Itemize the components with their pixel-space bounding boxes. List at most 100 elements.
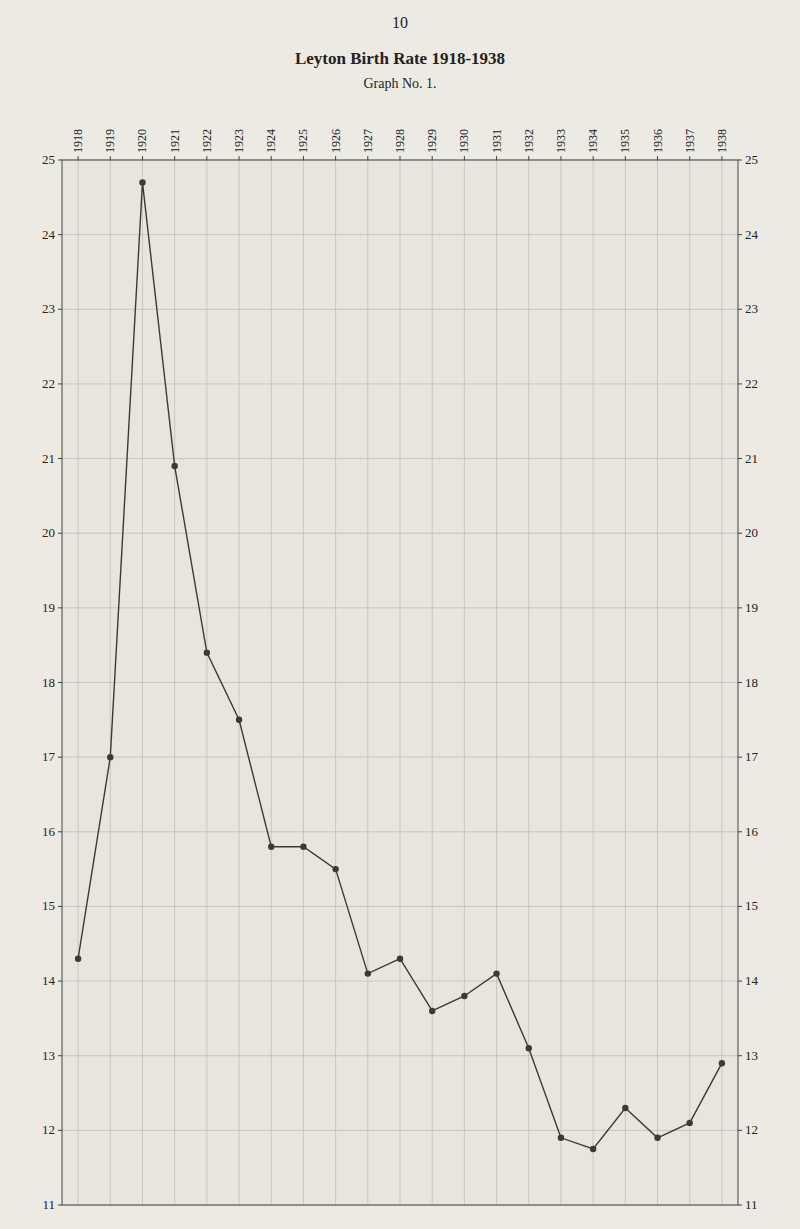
x-tick-label: 1933 [554,129,568,153]
y-tick-label: 18 [42,675,55,690]
y-tick-label: 15 [42,898,55,913]
x-tick-label: 1921 [168,129,182,153]
y-tick-right [738,458,742,459]
y-tick-label-right: 18 [745,675,758,690]
y-tick-label-right: 23 [745,301,758,316]
x-tick [142,156,143,160]
y-tick [58,981,62,982]
title: Leyton Birth Rate 1918-1938 [295,49,505,68]
x-tick [560,156,561,160]
page-number: 10 [392,14,408,31]
y-tick [58,757,62,758]
x-tick-label: 1929 [425,129,439,153]
grid-line-x [142,160,143,1205]
grid-line-x [625,160,626,1205]
x-tick [78,156,79,160]
point [365,970,371,976]
x-tick [593,156,594,160]
x-tick [432,156,433,160]
x-tick [528,156,529,160]
x-tick [464,156,465,160]
y-tick-right [738,1055,742,1056]
y-tick-label-right: 11 [745,1197,758,1212]
point [268,844,274,850]
point [687,1120,693,1126]
axes: 1111121213131414151516161717181819192020… [42,129,759,1212]
series [75,179,725,1152]
x-tick-label: 1920 [135,129,149,153]
point [107,754,113,760]
point [332,866,338,872]
subtitle: Graph No. 1. [363,76,436,91]
point [429,1008,435,1014]
y-tick [58,309,62,310]
x-tick-label: 1931 [490,129,504,153]
y-tick-label: 21 [42,451,55,466]
x-tick [400,156,401,160]
point [171,463,177,469]
y-tick-right [738,533,742,534]
y-tick-label: 23 [42,301,55,316]
grid-line-x [174,160,175,1205]
y-tick-right [738,607,742,608]
y-tick [58,607,62,608]
y-tick [58,160,62,161]
grid-line-x [110,160,111,1205]
grid [62,160,738,1205]
grid-line-x [239,160,240,1205]
grid-line-x [560,160,561,1205]
y-tick [58,682,62,683]
y-tick-label: 20 [42,525,55,540]
y-tick-right [738,234,742,235]
y-tick-label-right: 19 [745,600,758,615]
grid-line-x [721,160,722,1205]
grid-line-x [400,160,401,1205]
line [78,182,722,1149]
point [139,179,145,185]
point [397,955,403,961]
x-tick [239,156,240,160]
x-tick [367,156,368,160]
y-tick-label: 19 [42,600,55,615]
y-tick-label: 22 [42,376,55,391]
y-tick [58,906,62,907]
y-tick-label: 16 [42,824,56,839]
x-tick-label: 1928 [393,129,407,153]
y-tick-label: 12 [42,1122,55,1137]
y-tick-label: 17 [42,749,56,764]
grid-line-x [206,160,207,1205]
x-tick-label: 1927 [361,129,375,153]
point [75,955,81,961]
y-tick-label: 25 [42,152,55,167]
x-tick-label: 1932 [522,129,536,153]
y-tick-label-right: 17 [745,749,759,764]
x-tick-label: 1934 [586,129,600,153]
x-tick-label: 1922 [200,129,214,153]
point [461,993,467,999]
x-tick [110,156,111,160]
y-tick-right [738,160,742,161]
y-tick [58,458,62,459]
y-tick-label-right: 16 [745,824,759,839]
point [526,1045,532,1051]
grid-line-x [657,160,658,1205]
y-tick [58,383,62,384]
x-tick [174,156,175,160]
y-tick [58,533,62,534]
plot-area [62,160,738,1205]
point [622,1105,628,1111]
x-tick [206,156,207,160]
x-tick-label: 1924 [264,129,278,153]
point [300,844,306,850]
y-tick-label: 11 [42,1197,55,1212]
y-tick-label-right: 21 [745,451,758,466]
y-tick-label-right: 25 [745,152,758,167]
chart: 10 Leyton Birth Rate 1918-1938 Graph No. 1… [0,0,800,1229]
y-tick [58,1055,62,1056]
y-tick-right [738,981,742,982]
x-tick-label: 1918 [71,129,85,153]
y-tick-right [738,383,742,384]
y-tick-label-right: 14 [745,973,759,988]
point [204,649,210,655]
y-tick-label-right: 20 [745,525,758,540]
